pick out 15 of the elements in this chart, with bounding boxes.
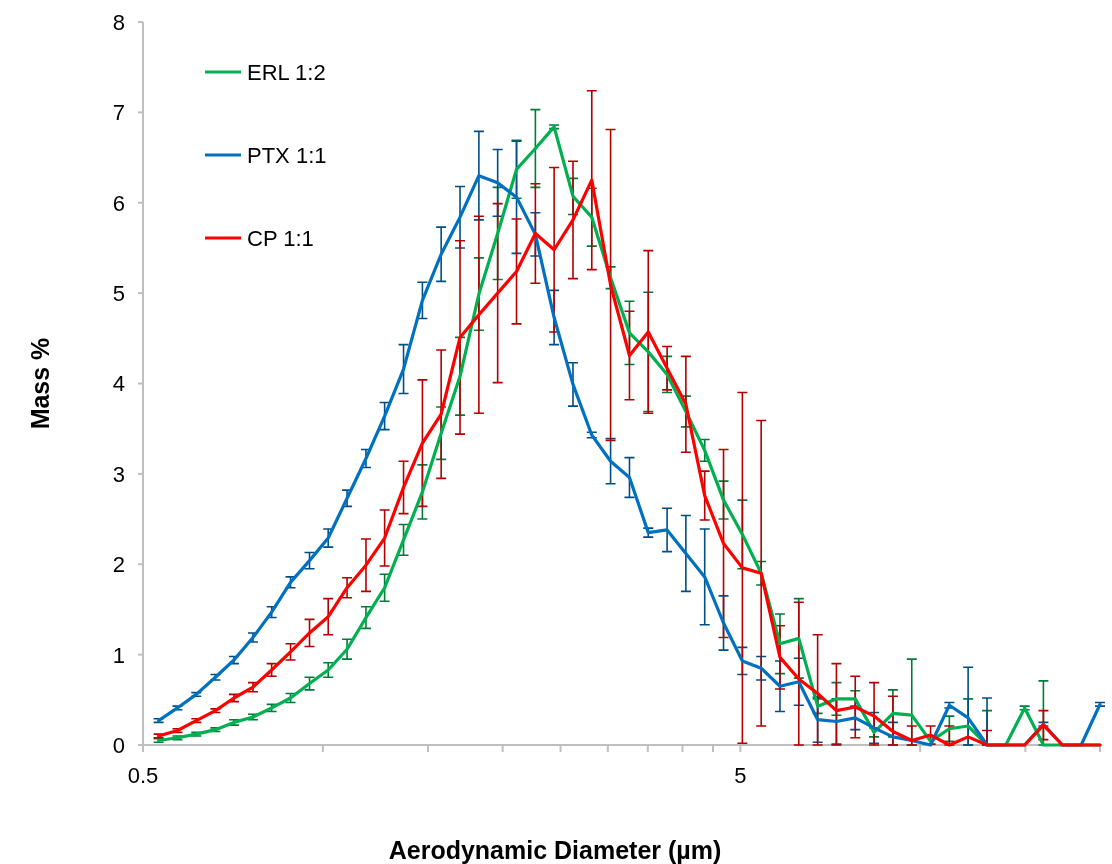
y-tick-label: 3	[112, 461, 125, 487]
y-tick-label: 8	[112, 9, 125, 35]
y-tick-label: 0	[112, 732, 125, 758]
y-axis-title: Mass %	[26, 337, 54, 430]
x-axis-title: Aerodynamic Diameter (µm)	[388, 836, 722, 864]
y-tick-label: 5	[112, 281, 125, 307]
legend-label: ERL 1:2	[247, 59, 326, 85]
y-tick-label: 2	[112, 552, 125, 578]
x-tick-label: 0.5	[127, 762, 159, 788]
y-tick-label: 6	[112, 190, 125, 216]
legend-label: CP 1:1	[247, 225, 314, 251]
y-tick-label: 4	[112, 371, 125, 397]
legend-label: PTX 1:1	[247, 142, 327, 168]
y-tick-label: 7	[112, 100, 125, 126]
y-tick-label: 1	[112, 642, 125, 668]
